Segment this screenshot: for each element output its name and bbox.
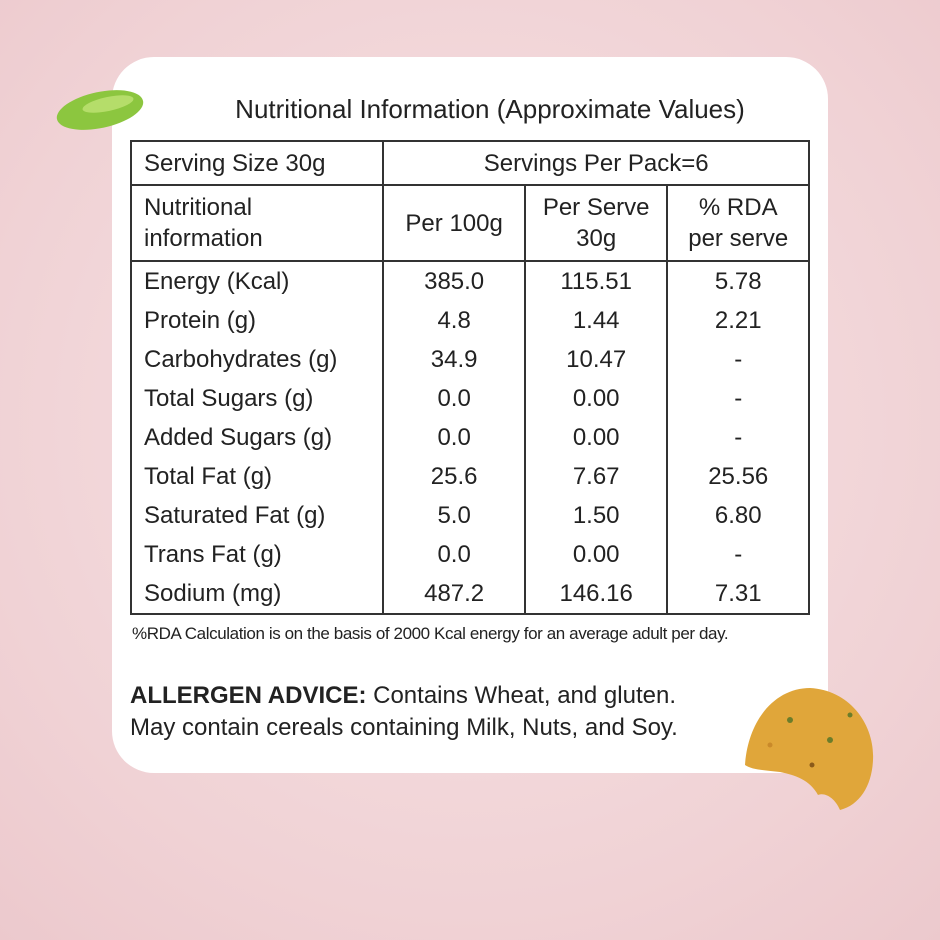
- cell: -: [666, 340, 810, 379]
- column-header: Nutritional information: [129, 184, 385, 262]
- row: Total Fat (g) 25.6 7.67 25.56: [129, 457, 810, 496]
- leaf: [56, 90, 144, 130]
- cell: 25.6: [382, 457, 526, 496]
- cell: 0.00: [523, 535, 669, 574]
- cell: 385.0: [382, 261, 526, 301]
- nutrition-table: Serving Size 30g Servings Per Pack=6 Nut…: [129, 140, 810, 615]
- cell: Servings Per Pack=6: [382, 140, 810, 186]
- allergen-label: ALLERGEN ADVICE:: [130, 682, 367, 709]
- row: Saturated Fat (g) 5.0 1.50 6.80: [129, 496, 810, 535]
- cell: 2.21: [666, 301, 810, 340]
- cell: Protein (g): [129, 301, 385, 340]
- cell: Trans Fat (g): [129, 535, 385, 574]
- cell: Total Sugars (g): [129, 379, 385, 418]
- cell: 25.56: [666, 457, 810, 496]
- cell: 10.47: [523, 340, 669, 379]
- cell: -: [666, 535, 810, 574]
- cell: 115.51: [523, 261, 669, 301]
- serving-row: Serving Size 30g Servings Per Pack=6: [129, 140, 810, 186]
- cell: 7.31: [666, 574, 810, 615]
- cell: 487.2: [382, 574, 526, 615]
- allergen-text: Contains Wheat, and gluten.: [366, 682, 676, 709]
- row: Total Sugars (g) 0.0 0.00-: [129, 379, 810, 418]
- allergen-text: May contain cereals containing Milk, Nut…: [130, 714, 678, 741]
- cell: 5.0: [382, 496, 526, 535]
- cell: 0.00: [523, 418, 669, 457]
- cell: 1.44: [523, 301, 669, 340]
- row: Added Sugars (g) 0.0 0.00-: [129, 418, 810, 457]
- row: Sodium (mg) 487.2 146.16 7.31: [129, 574, 810, 615]
- cell: Carbohydrates (g): [129, 340, 385, 379]
- row: Protein (g) 4.8 1.44 2.21: [129, 301, 810, 340]
- cell: 146.16: [523, 574, 669, 615]
- cell: 5.78: [666, 261, 810, 301]
- cell: Added Sugars (g): [129, 418, 385, 457]
- cell: 0.0: [382, 418, 526, 457]
- cell: 6.80: [666, 496, 810, 535]
- column-header: Per 100g: [382, 184, 526, 262]
- cell: Total Fat (g): [129, 457, 385, 496]
- title: Nutritional Information (Approximate Val…: [235, 94, 745, 124]
- column-header: Per Serve 30g: [523, 184, 669, 262]
- row: Carbohydrates (g) 34.9 10.47-: [129, 340, 810, 379]
- cell: 0.00: [523, 379, 669, 418]
- cell: 0.0: [382, 379, 526, 418]
- allergen: ALLERGEN ADVICE: Contains Wheat, and glu…: [130, 680, 678, 744]
- chip: [745, 688, 874, 810]
- column-header: % RDA per serve: [666, 184, 810, 262]
- cell: Sodium (mg): [129, 574, 385, 615]
- cell: 7.67: [523, 457, 669, 496]
- cell: -: [666, 379, 810, 418]
- cell: -: [666, 418, 810, 457]
- cell: 34.9: [382, 340, 526, 379]
- footnote: %RDA Calculation is on the basis of 2000…: [132, 624, 729, 643]
- row: Trans Fat (g) 0.0 0.00-: [129, 535, 810, 574]
- cell: 1.50: [523, 496, 669, 535]
- cell: Serving Size 30g: [129, 140, 385, 186]
- cell: 0.0: [382, 535, 526, 574]
- cell: 4.8: [382, 301, 526, 340]
- row: Energy (Kcal) 385.0 115.51 5.78: [129, 261, 810, 301]
- cell: Saturated Fat (g): [129, 496, 385, 535]
- cell: Energy (Kcal): [129, 261, 385, 301]
- header-row: Nutritional information Per 100g Per Serve…: [129, 184, 810, 262]
